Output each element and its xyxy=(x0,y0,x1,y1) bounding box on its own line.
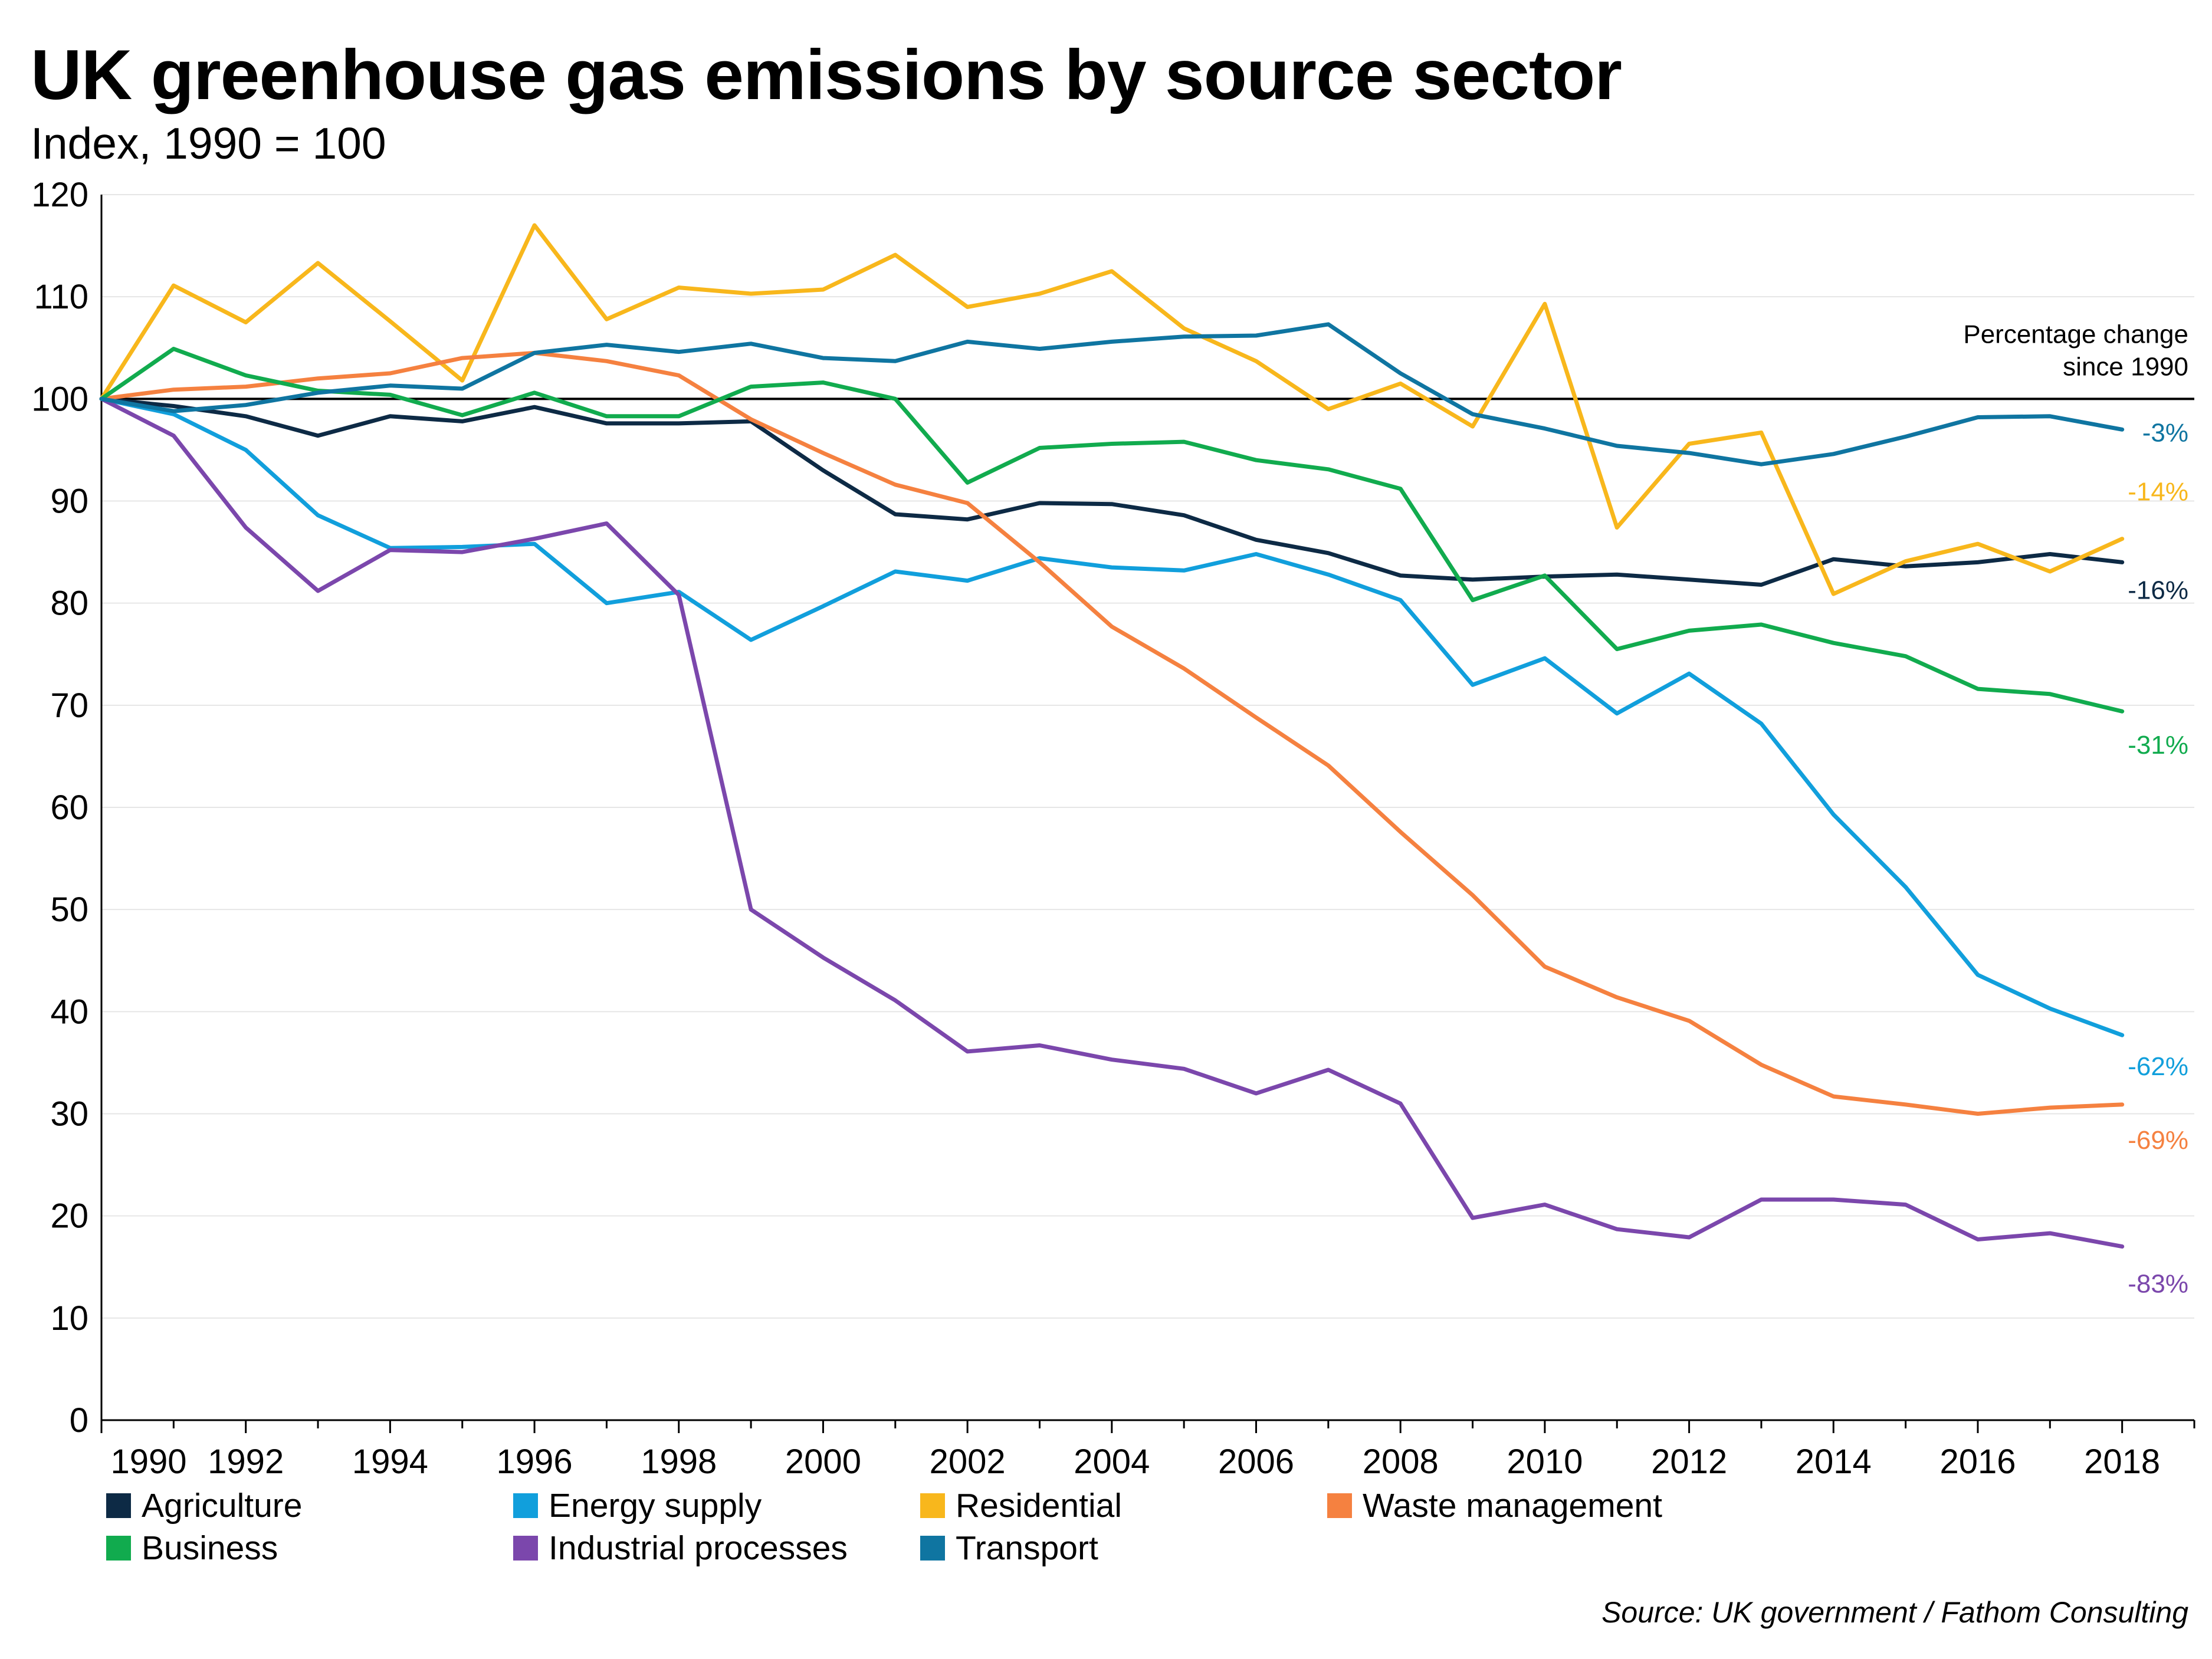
series-line-industrial-processes xyxy=(99,396,2125,1249)
y-tick-label: 80 xyxy=(50,584,88,623)
y-tick-label: 60 xyxy=(50,789,88,827)
x-tick-label: 2018 xyxy=(2084,1443,2160,1474)
annotation-text: since 1990 xyxy=(2063,352,2188,381)
series-line-waste-management xyxy=(99,350,2125,1116)
y-tick-label: 20 xyxy=(50,1197,88,1236)
legend-label: Agriculture xyxy=(142,1487,303,1525)
x-tick-label: 2008 xyxy=(1363,1443,1439,1474)
legend-item: Agriculture xyxy=(106,1486,302,1525)
legend-item: Residential xyxy=(920,1486,1122,1525)
y-tick-label: 40 xyxy=(50,993,88,1031)
legend-item: Business xyxy=(106,1529,278,1568)
y-tick-label: 100 xyxy=(31,380,88,418)
end-labels: -16% -62% -14% -69% -31% -83% -3% xyxy=(2128,418,2188,1298)
end-label: -62% xyxy=(2128,1052,2188,1081)
x-tick-label: 1992 xyxy=(208,1443,284,1474)
legend-item: Industrial processes xyxy=(513,1529,848,1568)
legend-label: Transport xyxy=(956,1529,1098,1567)
y-tick-label: 0 xyxy=(70,1401,88,1440)
x-tick-label: 2010 xyxy=(1507,1443,1583,1474)
y-tick-label: 110 xyxy=(34,278,88,316)
end-label: -14% xyxy=(2128,478,2188,507)
grid-lines xyxy=(101,194,2194,1319)
annotation-text: Percentage change xyxy=(1963,320,2188,349)
source-note: Source: UK government / Fathom Consultin… xyxy=(1601,1596,2188,1629)
end-label: -83% xyxy=(2128,1270,2188,1299)
x-tick-label: 1998 xyxy=(641,1443,717,1474)
x-tick-label: 1994 xyxy=(352,1443,428,1474)
series-line-residential xyxy=(99,223,2125,596)
legend-swatch xyxy=(920,1536,945,1561)
y-tick-label: 90 xyxy=(50,482,88,521)
x-tick-label: 1990 xyxy=(110,1443,186,1474)
x-tick-label: 2000 xyxy=(785,1443,861,1474)
legend-swatch xyxy=(1327,1493,1352,1518)
legend-label: Business xyxy=(142,1529,278,1567)
y-tick-label: 50 xyxy=(50,891,88,929)
x-tick-label: 1996 xyxy=(497,1443,573,1474)
x-tick-label: 2004 xyxy=(1074,1443,1150,1474)
legend-swatch xyxy=(106,1536,131,1561)
legend-label: Waste management xyxy=(1363,1487,1662,1525)
axes: 0 10 20 30 40 50 60 70 80 90 100 110 120 1990 1992 1994… xyxy=(31,176,2195,1474)
y-tick-label: 10 xyxy=(50,1299,88,1338)
legend-swatch xyxy=(513,1493,538,1518)
end-label: -69% xyxy=(2128,1126,2188,1155)
legend-item: Energy supply xyxy=(513,1486,762,1525)
x-tick-label: 2014 xyxy=(1796,1443,1872,1474)
legend-item: Waste management xyxy=(1327,1486,1662,1525)
legend-swatch xyxy=(106,1493,131,1518)
chart-title: UK greenhouse gas emissions by source se… xyxy=(31,35,1622,114)
series-line-transport xyxy=(99,322,2125,467)
x-tick-label: 2016 xyxy=(1939,1443,2016,1474)
end-label: -31% xyxy=(2128,731,2188,760)
y-tick-label: 120 xyxy=(31,176,88,214)
series-line-agriculture xyxy=(99,396,2125,587)
legend-swatch xyxy=(513,1536,538,1561)
y-tick-label: 70 xyxy=(50,686,88,725)
legend-swatch xyxy=(920,1493,945,1518)
x-tick-label: 2002 xyxy=(930,1443,1006,1474)
legend-label: Residential xyxy=(956,1487,1122,1525)
series-line-business xyxy=(99,347,2125,714)
end-label: -16% xyxy=(2128,576,2188,605)
legend-label: Industrial processes xyxy=(549,1529,848,1567)
legend-label: Energy supply xyxy=(549,1487,762,1525)
legend: Agriculture Energy supply Residential Waste… xyxy=(106,1486,1994,1575)
x-tick-label: 2012 xyxy=(1651,1443,1727,1474)
series-lines xyxy=(99,223,2125,1249)
series-line-energy-supply xyxy=(99,396,2125,1037)
chart-subtitle: Index, 1990 = 100 xyxy=(31,119,386,168)
y-tick-label: 30 xyxy=(50,1095,88,1134)
line-chart: 0 10 20 30 40 50 60 70 80 90 100 110 120 1990 1992 1994… xyxy=(31,176,2195,1474)
legend-item: Transport xyxy=(920,1529,1098,1568)
end-label: -3% xyxy=(2142,418,2188,447)
x-tick-label: 2006 xyxy=(1218,1443,1294,1474)
